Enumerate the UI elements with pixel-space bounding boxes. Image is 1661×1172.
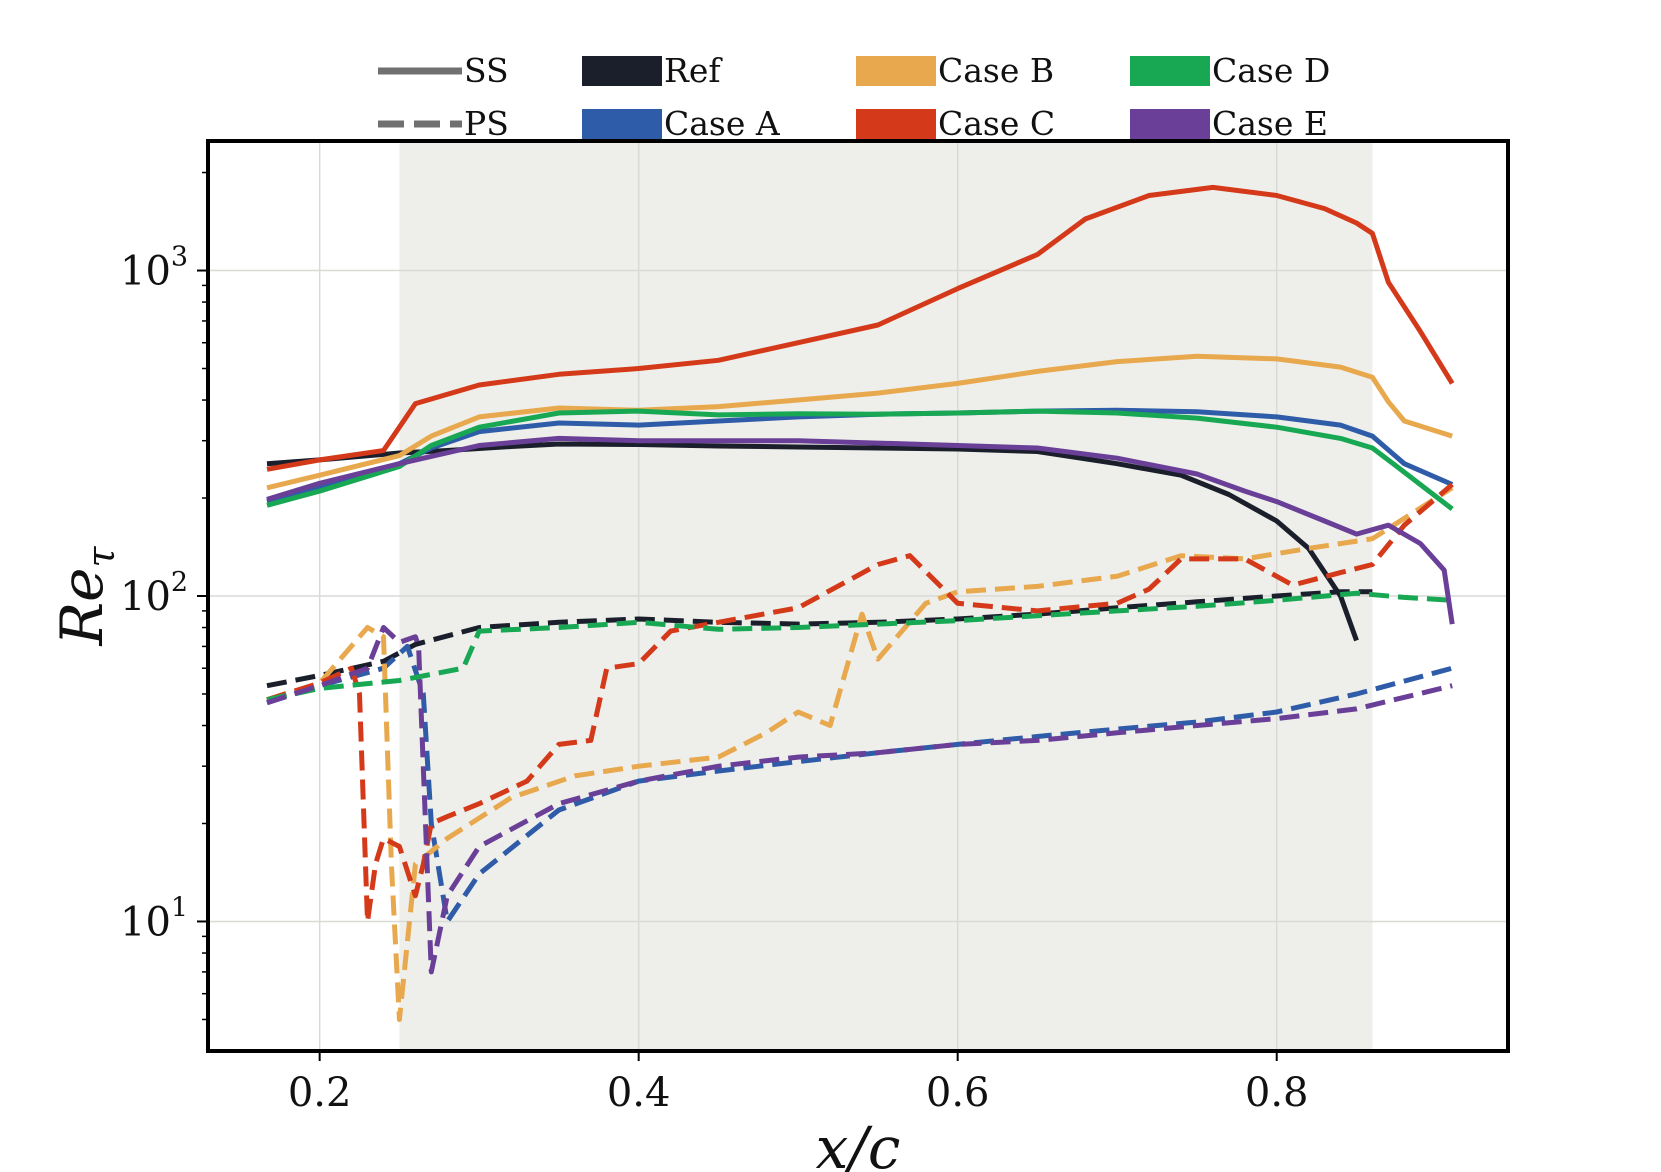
series-case-a-ps <box>266 643 1453 924</box>
y-tick-label-exp-2: 3 <box>171 242 188 273</box>
series-group <box>266 184 1455 1022</box>
y-tick-label-0: 101 <box>120 892 188 945</box>
legend-label-ps: PS <box>464 104 509 143</box>
x-axis-label: x/c <box>816 1114 901 1172</box>
y-tick-label-1: 102 <box>120 567 188 620</box>
tick-marks <box>197 171 1278 1061</box>
y-tick-label-2: 103 <box>120 242 188 295</box>
legend: SS PS Ref Case B Case D Case A Case C Case E <box>378 51 1330 143</box>
x-tick-label-2: 0.6 <box>926 1070 990 1116</box>
series-case-e-ss <box>266 435 1455 625</box>
y-axis-label: Reτ <box>48 546 123 647</box>
y-tick-label-base-2: 10 <box>120 249 171 295</box>
legend-label-ref: Ref <box>664 51 723 90</box>
series-case-d-ss <box>266 408 1454 511</box>
legend-swatch-case-d <box>1130 56 1210 86</box>
series-case-b-ss <box>266 353 1453 491</box>
legend-swatch-case-e <box>1130 109 1210 139</box>
series-case-c-ps <box>266 482 1454 924</box>
legend-label-case-b: Case B <box>938 51 1054 90</box>
legend-label-case-d: Case D <box>1212 51 1330 90</box>
series-case-d-ps <box>266 590 1453 703</box>
legend-swatch-ref <box>582 56 662 86</box>
legend-swatch-case-b <box>856 56 936 86</box>
legend-swatch-case-c <box>856 109 936 139</box>
x-tick-label-3: 0.8 <box>1245 1070 1309 1116</box>
legend-label-ss: SS <box>464 51 509 90</box>
series-case-b-ps <box>266 485 1454 1022</box>
x-tick-label-0: 0.2 <box>288 1070 352 1116</box>
y-tick-label-exp-0: 1 <box>171 892 188 923</box>
legend-swatch-case-a <box>582 109 662 139</box>
y-axis-label-subscript: τ <box>79 546 123 568</box>
series-ref-ps <box>266 589 1373 689</box>
legend-label-case-c: Case C <box>938 104 1055 143</box>
y-tick-label-exp-1: 2 <box>171 567 188 598</box>
legend-label-case-a: Case A <box>664 104 781 143</box>
legend-label-case-e: Case E <box>1212 104 1328 143</box>
series-case-c-ss <box>266 184 1455 472</box>
series-case-e-ps <box>266 625 1453 975</box>
y-tick-label-base-0: 10 <box>120 899 171 945</box>
x-tick-label-1: 0.4 <box>607 1070 671 1116</box>
y-axis-label-main: Re <box>48 568 116 647</box>
y-tick-label-base-1: 10 <box>120 574 171 620</box>
